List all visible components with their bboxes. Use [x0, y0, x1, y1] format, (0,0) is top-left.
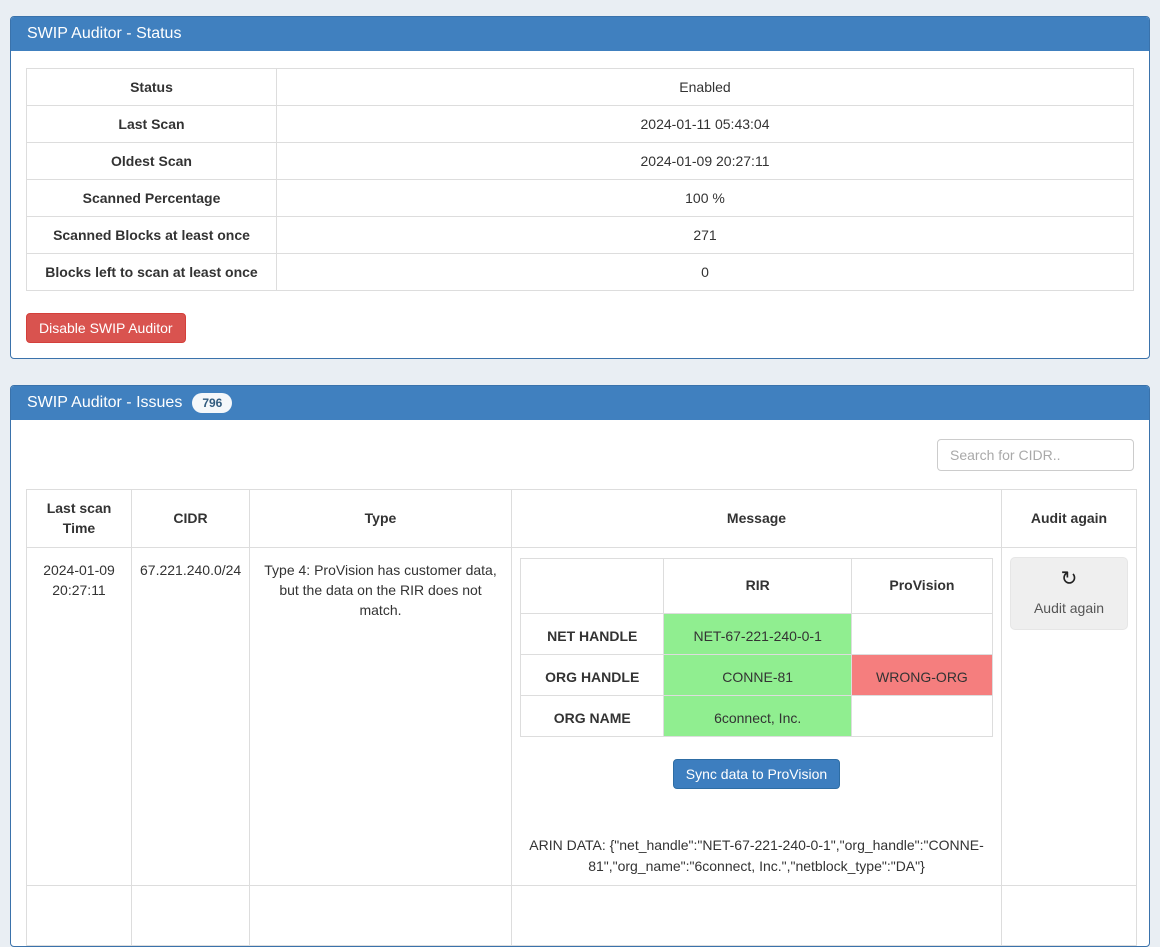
- compare-header-row: RIR ProVision: [519, 557, 994, 614]
- status-row-value: Enabled: [276, 68, 1134, 106]
- compare-row-net-handle: NET HANDLE NET-67-221-240-0-1: [519, 612, 994, 655]
- issues-table: Last scan Time CIDR Type Message Audit a…: [26, 489, 1137, 947]
- issue-type: Type 4: ProVision has customer data, but…: [249, 546, 512, 887]
- compare-row-org-handle: ORG HANDLE CONNE-81 WRONG-ORG: [519, 653, 994, 697]
- issue-audit-again-cell: ↻ Audit again: [1001, 546, 1137, 887]
- table-row: Blocks left to scan at least once 0: [26, 253, 1134, 291]
- status-panel-body: Status Enabled Last Scan 2024-01-11 05:4…: [11, 51, 1149, 358]
- compare-header-rir: RIR: [663, 557, 852, 614]
- table-row: Oldest Scan 2024-01-09 20:27:11: [26, 142, 1134, 180]
- compare-rir-value: NET-67-221-240-0-1: [663, 612, 852, 655]
- status-row-label: Blocks left to scan at least once: [26, 253, 277, 291]
- issue-cidr: 67.221.240.0/24: [131, 546, 250, 887]
- col-header-message: Message: [511, 489, 1002, 548]
- refresh-icon: ↻: [1060, 567, 1078, 590]
- status-panel: SWIP Auditor - Status Status Enabled Las…: [10, 16, 1150, 359]
- col-header-type: Type: [249, 489, 512, 548]
- compare-provision-value: [850, 695, 994, 738]
- status-row-label: Status: [26, 68, 277, 106]
- compare-row-org-name: ORG NAME 6connect, Inc.: [519, 695, 994, 738]
- status-row-label: Oldest Scan: [26, 142, 277, 180]
- issue-last-scan-time: 2024-01-09 20:27:11: [26, 546, 132, 887]
- status-row-value: 2024-01-09 20:27:11: [276, 142, 1134, 180]
- table-row: Scanned Blocks at least once 271: [26, 216, 1134, 254]
- issues-panel-body: Last scan Time CIDR Type Message Audit a…: [11, 420, 1149, 947]
- status-row-label: Scanned Percentage: [26, 179, 277, 217]
- status-table: Status Enabled Last Scan 2024-01-11 05:4…: [26, 68, 1134, 291]
- col-header-last-scan-time: Last scan Time: [26, 489, 132, 548]
- disable-swip-auditor-button[interactable]: Disable SWIP Auditor: [26, 313, 186, 343]
- issues-panel: SWIP Auditor - Issues 796 Last scan Time…: [10, 385, 1150, 947]
- rir-provision-compare-table: RIR ProVision NET HANDLE NET-67-221-240-…: [519, 557, 994, 738]
- sync-button-wrap: Sync data to ProVision: [520, 759, 993, 790]
- issues-header-row: Last scan Time CIDR Type Message Audit a…: [26, 489, 1137, 548]
- table-row: Status Enabled: [26, 68, 1134, 106]
- audit-again-button-label: Audit again: [1033, 599, 1105, 616]
- compare-rir-value: CONNE-81: [663, 653, 852, 697]
- arin-data-text: ARIN DATA: {"net_handle":"NET-67-221-240…: [529, 837, 984, 875]
- compare-header-empty: [519, 557, 665, 614]
- compare-row-label: ORG NAME: [519, 695, 665, 738]
- issue-row: 2024-01-09 20:27:11 67.221.240.0/24 Type…: [26, 546, 1137, 887]
- search-row: [26, 439, 1134, 471]
- status-row-label: Scanned Blocks at least once: [26, 216, 277, 254]
- issues-panel-heading: SWIP Auditor - Issues 796: [11, 386, 1149, 420]
- status-panel-heading: SWIP Auditor - Status: [11, 17, 1149, 51]
- compare-provision-value: [850, 612, 994, 655]
- col-header-audit-again: Audit again: [1001, 489, 1137, 548]
- issue-row-partial: [26, 885, 1137, 947]
- issues-count-badge: 796: [192, 392, 233, 414]
- status-row-value: 271: [276, 216, 1134, 254]
- status-row-value: 2024-01-11 05:43:04: [276, 105, 1134, 143]
- status-row-label: Last Scan: [26, 105, 277, 143]
- sync-data-to-provision-button[interactable]: Sync data to ProVision: [672, 759, 841, 790]
- table-row: Last Scan 2024-01-11 05:43:04: [26, 105, 1134, 143]
- compare-rir-value: 6connect, Inc.: [663, 695, 852, 738]
- compare-row-label: ORG HANDLE: [519, 653, 665, 697]
- table-row: Scanned Percentage 100 %: [26, 179, 1134, 217]
- compare-row-label: NET HANDLE: [519, 612, 665, 655]
- compare-provision-value: WRONG-ORG: [850, 653, 994, 697]
- status-row-value: 100 %: [276, 179, 1134, 217]
- status-row-value: 0: [276, 253, 1134, 291]
- issues-panel-title: SWIP Auditor - Issues: [27, 394, 183, 411]
- issue-message-cell: RIR ProVision NET HANDLE NET-67-221-240-…: [511, 546, 1002, 887]
- status-panel-title: SWIP Auditor - Status: [27, 25, 182, 42]
- audit-again-button[interactable]: ↻ Audit again: [1010, 556, 1128, 630]
- compare-header-provision: ProVision: [850, 557, 994, 614]
- cidr-search-input[interactable]: [937, 439, 1134, 471]
- col-header-cidr: CIDR: [131, 489, 250, 548]
